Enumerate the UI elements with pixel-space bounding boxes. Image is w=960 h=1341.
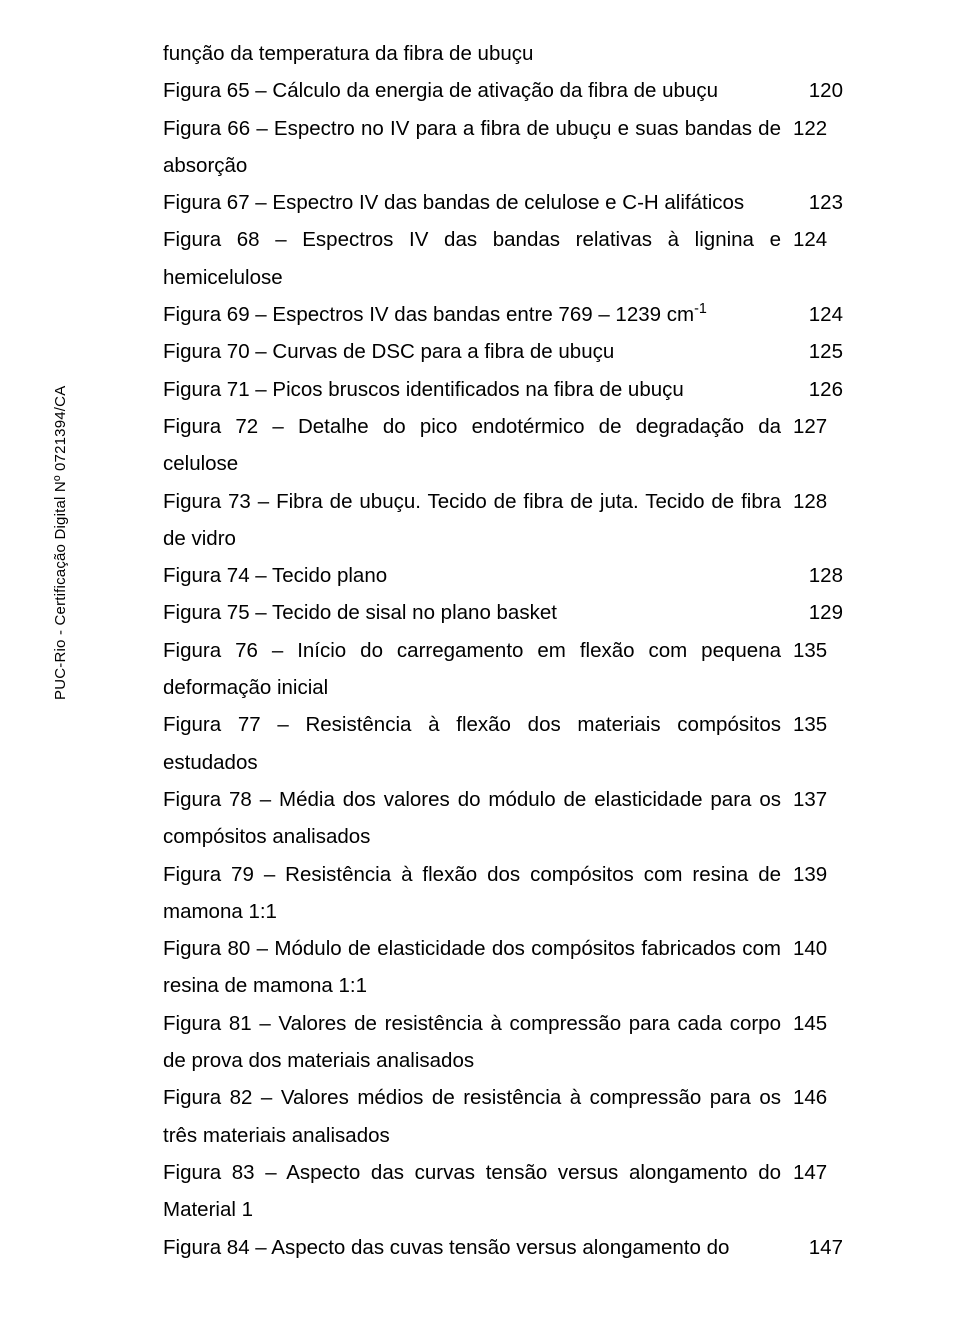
figure-entry: Figura 70 – Curvas de DSC para a fibra d… [163, 333, 843, 370]
figure-entry-text: Figura 84 – Aspecto das cuvas tensão ver… [163, 1229, 793, 1266]
figure-entry-page: 147 [793, 1154, 843, 1191]
figure-entry-text: 137Figura 78 – Média dos valores do módu… [163, 781, 843, 856]
figure-entry-text: Figura 65 – Cálculo da energia de ativaç… [163, 72, 793, 109]
figure-entry: 147Figura 83 – Aspecto das curvas tensão… [163, 1154, 843, 1229]
figure-entry-text: 147Figura 83 – Aspecto das curvas tensão… [163, 1154, 843, 1229]
certification-side-label: PUC-Rio - Certificação Digital Nº 072139… [52, 386, 69, 700]
figure-list: função da temperatura da fibra de ubuçuF… [163, 35, 843, 1266]
figure-entry-page: 129 [793, 594, 843, 631]
figure-entry-page: 145 [793, 1005, 843, 1042]
figure-entry-page: 122 [793, 110, 843, 147]
figure-entry-text: Figura 67 – Espectro IV das bandas de ce… [163, 184, 793, 221]
figure-entry: 145Figura 81 – Valores de resistência à … [163, 1005, 843, 1080]
figure-entry-page: 127 [793, 408, 843, 445]
figure-entry: função da temperatura da fibra de ubuçu [163, 35, 843, 72]
figure-entry: 135Figura 76 – Início do carregamento em… [163, 632, 843, 707]
figure-entry: 128Figura 73 – Fibra de ubuçu. Tecido de… [163, 483, 843, 558]
figure-entry-page: 124 [793, 221, 843, 258]
figure-entry: 140Figura 80 – Módulo de elasticidade do… [163, 930, 843, 1005]
figure-entry-text: 135Figura 77 – Resistência à flexão dos … [163, 706, 843, 781]
figure-entry: 122Figura 66 – Espectro no IV para a fib… [163, 110, 843, 185]
figure-entry: Figura 75 – Tecido de sisal no plano bas… [163, 594, 843, 631]
figure-entry-page: 135 [793, 632, 843, 669]
figure-entry: Figura 67 – Espectro IV das bandas de ce… [163, 184, 843, 221]
figure-entry: Figura 69 – Espectros IV das bandas entr… [163, 296, 843, 333]
figure-entry-page: 124 [793, 296, 843, 333]
figure-entry-page: 120 [793, 72, 843, 109]
figure-entry-page: 128 [793, 483, 843, 520]
figure-entry-text: 128Figura 73 – Fibra de ubuçu. Tecido de… [163, 483, 843, 558]
figure-entry-text: 127Figura 72 – Detalhe do pico endotérmi… [163, 408, 843, 483]
figure-entry-page: 146 [793, 1079, 843, 1116]
figure-entry-page: 137 [793, 781, 843, 818]
figure-entry-page: 140 [793, 930, 843, 967]
figure-entry-text: Figura 75 – Tecido de sisal no plano bas… [163, 594, 793, 631]
figure-entry-text: Figura 70 – Curvas de DSC para a fibra d… [163, 333, 793, 370]
figure-entry: Figura 74 – Tecido plano128 [163, 557, 843, 594]
figure-entry-text: Figura 69 – Espectros IV das bandas entr… [163, 296, 793, 333]
figure-entry-text: Figura 74 – Tecido plano [163, 557, 793, 594]
figure-entry: 127Figura 72 – Detalhe do pico endotérmi… [163, 408, 843, 483]
figure-entry-page: 139 [793, 856, 843, 893]
figure-entry-text: 122Figura 66 – Espectro no IV para a fib… [163, 110, 843, 185]
figure-entry: Figura 84 – Aspecto das cuvas tensão ver… [163, 1229, 843, 1266]
page: PUC-Rio - Certificação Digital Nº 072139… [0, 0, 960, 1341]
figure-entry: 146Figura 82 – Valores médios de resistê… [163, 1079, 843, 1154]
figure-entry-page: 128 [793, 557, 843, 594]
figure-entry-page: 125 [793, 333, 843, 370]
figure-entry-text: 146Figura 82 – Valores médios de resistê… [163, 1079, 843, 1154]
figure-entry-text: Figura 71 – Picos bruscos identificados … [163, 371, 793, 408]
figure-entry-page: 135 [793, 706, 843, 743]
figure-entry: Figura 71 – Picos bruscos identificados … [163, 371, 843, 408]
figure-entry-text: 135Figura 76 – Início do carregamento em… [163, 632, 843, 707]
figure-entry: 135Figura 77 – Resistência à flexão dos … [163, 706, 843, 781]
figure-entry: 139Figura 79 – Resistência à flexão dos … [163, 856, 843, 931]
figure-entry-page: 126 [793, 371, 843, 408]
figure-entry: Figura 65 – Cálculo da energia de ativaç… [163, 72, 843, 109]
figure-entry-text: 139Figura 79 – Resistência à flexão dos … [163, 856, 843, 931]
figure-entry-text: 140Figura 80 – Módulo de elasticidade do… [163, 930, 843, 1005]
superscript: -1 [694, 301, 707, 317]
figure-entry-page: 123 [793, 184, 843, 221]
figure-entry-text: 145Figura 81 – Valores de resistência à … [163, 1005, 843, 1080]
figure-entry: 137Figura 78 – Média dos valores do módu… [163, 781, 843, 856]
figure-entry-text: função da temperatura da fibra de ubuçu [163, 35, 843, 72]
figure-entry-text: 124Figura 68 – Espectros IV das bandas r… [163, 221, 843, 296]
figure-entry-page: 147 [793, 1229, 843, 1266]
figure-entry: 124Figura 68 – Espectros IV das bandas r… [163, 221, 843, 296]
